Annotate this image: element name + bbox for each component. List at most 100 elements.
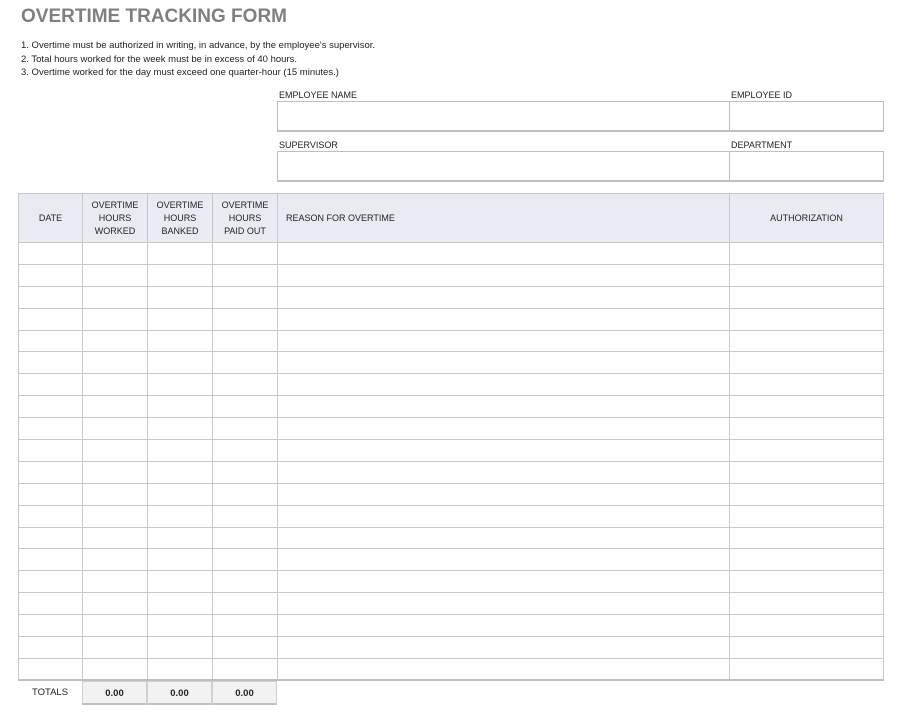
cell-hours-banked[interactable] [147, 439, 213, 462]
cell-reason[interactable] [277, 329, 730, 353]
cell-hours-banked[interactable] [147, 351, 213, 375]
cell-date[interactable] [18, 504, 83, 528]
cell-authorization[interactable] [729, 439, 884, 462]
cell-hours-banked[interactable] [147, 614, 213, 638]
cell-reason[interactable] [277, 614, 730, 638]
cell-hours-worked[interactable] [82, 373, 148, 397]
cell-hours-worked[interactable] [82, 592, 148, 616]
cell-authorization[interactable] [729, 417, 884, 441]
cell-hours-paid-out[interactable] [212, 657, 278, 682]
cell-authorization[interactable] [729, 548, 884, 572]
cell-date[interactable] [18, 657, 83, 682]
cell-reason[interactable] [277, 636, 730, 659]
cell-date[interactable] [18, 263, 83, 287]
cell-hours-worked[interactable] [82, 504, 148, 528]
cell-date[interactable] [18, 373, 83, 397]
cell-hours-worked[interactable] [82, 417, 148, 441]
cell-hours-paid-out[interactable] [212, 351, 278, 375]
cell-hours-worked[interactable] [82, 329, 148, 353]
cell-hours-banked[interactable] [147, 592, 213, 616]
cell-date[interactable] [18, 548, 83, 572]
department-field[interactable] [729, 151, 884, 182]
cell-hours-worked[interactable] [82, 263, 148, 287]
cell-hours-banked[interactable] [147, 285, 213, 309]
cell-reason[interactable] [277, 263, 730, 287]
cell-hours-worked[interactable] [82, 636, 148, 659]
cell-hours-banked[interactable] [147, 504, 213, 528]
cell-reason[interactable] [277, 351, 730, 375]
cell-hours-worked[interactable] [82, 285, 148, 309]
cell-hours-banked[interactable] [147, 482, 213, 506]
cell-authorization[interactable] [729, 307, 884, 331]
cell-hours-banked[interactable] [147, 307, 213, 331]
cell-date[interactable] [18, 592, 83, 616]
cell-hours-paid-out[interactable] [212, 373, 278, 397]
cell-date[interactable] [18, 329, 83, 353]
cell-hours-banked[interactable] [147, 657, 213, 682]
cell-authorization[interactable] [729, 242, 884, 265]
cell-hours-paid-out[interactable] [212, 329, 278, 353]
cell-authorization[interactable] [729, 351, 884, 375]
cell-reason[interactable] [277, 395, 730, 419]
cell-hours-banked[interactable] [147, 242, 213, 265]
cell-reason[interactable] [277, 657, 730, 682]
cell-date[interactable] [18, 439, 83, 462]
cell-hours-worked[interactable] [82, 242, 148, 265]
cell-authorization[interactable] [729, 373, 884, 397]
cell-date[interactable] [18, 482, 83, 506]
cell-reason[interactable] [277, 548, 730, 572]
cell-reason[interactable] [277, 307, 730, 331]
supervisor-field[interactable] [277, 151, 730, 182]
cell-authorization[interactable] [729, 329, 884, 353]
cell-date[interactable] [18, 570, 83, 594]
cell-hours-banked[interactable] [147, 329, 213, 353]
cell-hours-paid-out[interactable] [212, 285, 278, 309]
cell-hours-banked[interactable] [147, 570, 213, 594]
cell-reason[interactable] [277, 526, 730, 550]
cell-authorization[interactable] [729, 285, 884, 309]
cell-hours-worked[interactable] [82, 307, 148, 331]
cell-date[interactable] [18, 285, 83, 309]
cell-date[interactable] [18, 395, 83, 419]
cell-authorization[interactable] [729, 263, 884, 287]
cell-hours-paid-out[interactable] [212, 548, 278, 572]
cell-hours-worked[interactable] [82, 439, 148, 462]
cell-reason[interactable] [277, 417, 730, 441]
cell-hours-banked[interactable] [147, 460, 213, 484]
cell-date[interactable] [18, 417, 83, 441]
cell-hours-worked[interactable] [82, 395, 148, 419]
cell-reason[interactable] [277, 460, 730, 484]
cell-reason[interactable] [277, 285, 730, 309]
cell-reason[interactable] [277, 570, 730, 594]
cell-hours-banked[interactable] [147, 373, 213, 397]
cell-hours-banked[interactable] [147, 263, 213, 287]
cell-reason[interactable] [277, 592, 730, 616]
cell-hours-paid-out[interactable] [212, 242, 278, 265]
cell-authorization[interactable] [729, 526, 884, 550]
cell-date[interactable] [18, 526, 83, 550]
cell-hours-paid-out[interactable] [212, 439, 278, 462]
cell-date[interactable] [18, 351, 83, 375]
cell-authorization[interactable] [729, 614, 884, 638]
cell-hours-paid-out[interactable] [212, 263, 278, 287]
cell-hours-worked[interactable] [82, 570, 148, 594]
cell-hours-paid-out[interactable] [212, 395, 278, 419]
cell-authorization[interactable] [729, 395, 884, 419]
employee-id-field[interactable] [729, 101, 884, 132]
cell-hours-paid-out[interactable] [212, 460, 278, 484]
cell-date[interactable] [18, 614, 83, 638]
cell-reason[interactable] [277, 439, 730, 462]
cell-hours-banked[interactable] [147, 395, 213, 419]
cell-hours-paid-out[interactable] [212, 592, 278, 616]
cell-hours-paid-out[interactable] [212, 570, 278, 594]
cell-hours-paid-out[interactable] [212, 526, 278, 550]
cell-hours-paid-out[interactable] [212, 482, 278, 506]
cell-date[interactable] [18, 307, 83, 331]
cell-hours-worked[interactable] [82, 460, 148, 484]
cell-reason[interactable] [277, 373, 730, 397]
cell-hours-worked[interactable] [82, 614, 148, 638]
cell-hours-paid-out[interactable] [212, 636, 278, 659]
cell-hours-banked[interactable] [147, 636, 213, 659]
employee-name-field[interactable] [277, 101, 730, 132]
cell-hours-worked[interactable] [82, 482, 148, 506]
